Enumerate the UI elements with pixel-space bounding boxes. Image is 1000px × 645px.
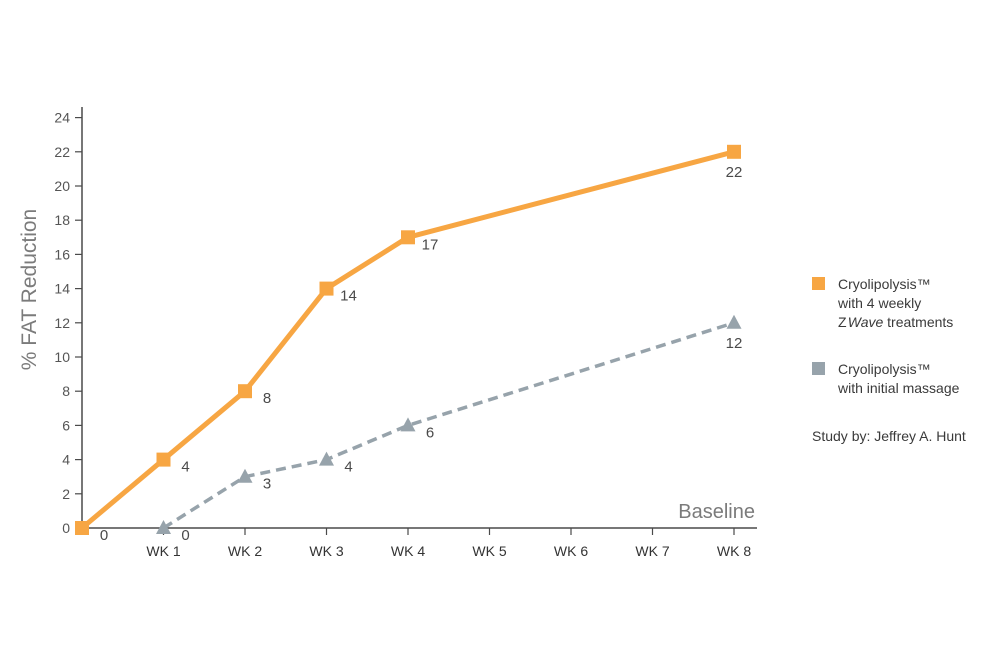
x-tick-label: WK 4	[391, 543, 425, 559]
data-point-triangle	[400, 417, 416, 432]
y-tick-label: 14	[54, 281, 70, 297]
study-credit: Study by: Jeffrey A. Hunt	[812, 428, 966, 444]
data-label: 3	[263, 476, 271, 493]
data-point-square	[75, 521, 89, 535]
legend-line: Cryolipolysis™	[838, 276, 931, 292]
y-tick-label: 12	[54, 315, 70, 331]
data-point-square	[401, 230, 415, 245]
y-tick-label: 8	[62, 383, 70, 399]
y-tick-label: 18	[54, 212, 70, 228]
orange-square-icon	[812, 277, 825, 290]
x-tick-label: WK 1	[146, 543, 180, 559]
data-point-triangle	[726, 314, 742, 329]
legend-line: with 4 weekly	[838, 295, 922, 311]
y-tick-label: 10	[54, 349, 70, 365]
x-tick-label: WK 2	[228, 543, 262, 559]
x-tick-label: WK 7	[635, 543, 669, 559]
data-label: 17	[422, 236, 439, 253]
x-tick-label: WK 6	[554, 543, 588, 559]
data-label: 12	[726, 335, 743, 352]
y-axis-title: % FAT Reduction	[18, 209, 41, 370]
data-label: 4	[344, 459, 352, 476]
x-tick-label: WK 8	[717, 543, 751, 559]
y-tick-label: 24	[54, 110, 70, 126]
data-label: 0	[181, 527, 189, 544]
data-label: 0	[100, 527, 108, 544]
y-tick-label: 0	[62, 520, 70, 536]
x-tick-label: WK 3	[309, 543, 343, 559]
legend-line: with initial massage	[838, 380, 960, 396]
data-label: 14	[340, 288, 357, 305]
x-axis-title: Baseline	[678, 501, 755, 523]
legend-line: Cryolipolysis™	[838, 361, 931, 377]
data-label: 6	[426, 424, 434, 441]
data-point-square	[238, 384, 252, 399]
data-point-triangle	[237, 468, 253, 483]
series-line-0	[80, 149, 735, 530]
data-point-triangle	[156, 520, 171, 534]
legend-wave: Wave	[847, 314, 884, 330]
x-tick-label: WK 5	[472, 543, 506, 559]
data-point-square	[156, 452, 171, 467]
y-tick-label: 16	[54, 246, 70, 262]
series-line-1	[162, 321, 735, 530]
legend-label-zwave: Cryolipolysis™ with 4 weekly Z Wave trea…	[838, 275, 988, 332]
y-tick-label: 6	[62, 417, 70, 433]
y-tick-label: 4	[62, 452, 70, 468]
data-point-square	[727, 144, 741, 159]
data-label: 4	[181, 459, 189, 476]
data-point-square	[319, 281, 334, 296]
data-point-triangle	[319, 451, 334, 466]
y-tick-label: 20	[54, 178, 70, 194]
y-tick-label: 2	[62, 486, 70, 502]
legend-z: Z	[838, 314, 847, 330]
legend-treatments: treatments	[883, 314, 954, 330]
legend-line: Z Wave treatments	[838, 313, 988, 332]
data-label: 22	[726, 164, 743, 181]
gray-square-icon	[812, 362, 825, 375]
legend-label-massage: Cryolipolysis™ with initial massage	[838, 360, 988, 398]
data-label: 8	[263, 390, 271, 407]
y-tick-label: 22	[54, 144, 70, 160]
